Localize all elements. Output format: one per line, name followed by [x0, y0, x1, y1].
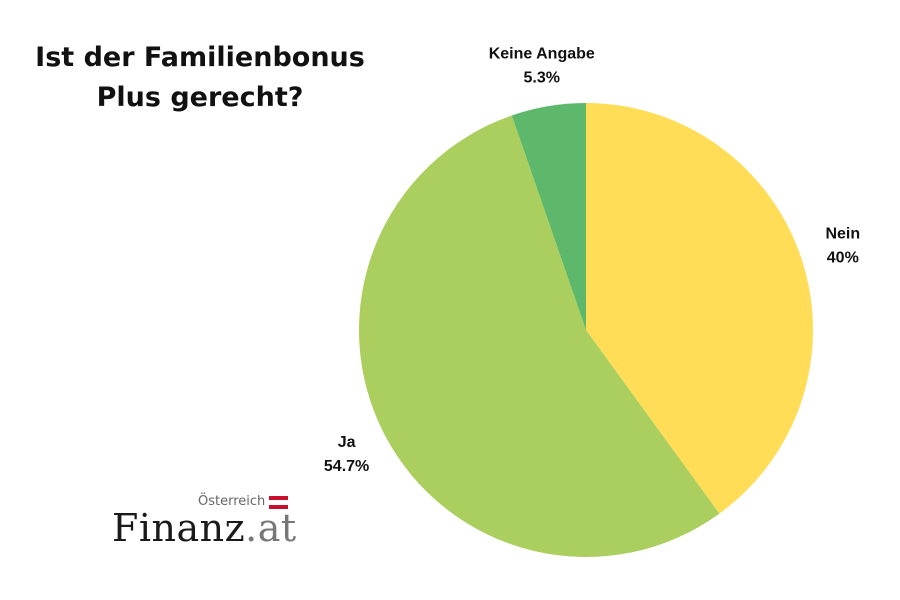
pie-slices	[358, 103, 813, 558]
logo-tld: .at	[245, 506, 297, 550]
finanz-at-logo: Österreich Finanz.at	[112, 492, 302, 552]
pie-label-name: Keine Angabe	[489, 46, 595, 63]
chart-title-line-2: Plus gerecht?	[96, 82, 304, 113]
logo-wordmark: Finanz.at	[112, 506, 297, 550]
pie-slice-ja	[358, 115, 720, 558]
austria-flag-icon	[269, 496, 288, 509]
pie-label-value: 40%	[827, 250, 859, 267]
pie-labels: Nein 40% Ja 54.7% Keine Angabe 5.3%	[324, 46, 860, 475]
chart-title-line-1: Ist der Familienbonus	[35, 42, 365, 73]
chart-title: Ist der Familienbonus Plus gerecht?	[20, 38, 380, 118]
pie-slice-nein	[586, 103, 813, 514]
pie-label-value: 54.7%	[324, 458, 369, 475]
logo-region-text: Österreich	[198, 494, 266, 509]
pie-label-name: Nein	[825, 226, 860, 243]
pie-slice-keine-angabe	[511, 103, 586, 330]
pie-label-name: Ja	[338, 434, 356, 451]
pie-label-value: 5.3%	[524, 70, 560, 87]
logo-name: Finanz	[112, 506, 246, 550]
